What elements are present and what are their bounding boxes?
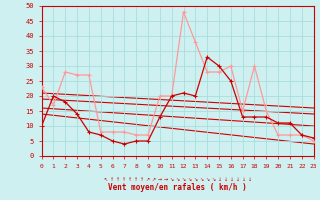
Text: $\nwarrow\uparrow\uparrow\uparrow\uparrow\uparrow\uparrow\nearrow\nearrow\righta: $\nwarrow\uparrow\uparrow\uparrow\uparro…	[103, 176, 252, 183]
X-axis label: Vent moyen/en rafales ( km/h ): Vent moyen/en rafales ( km/h )	[108, 183, 247, 192]
